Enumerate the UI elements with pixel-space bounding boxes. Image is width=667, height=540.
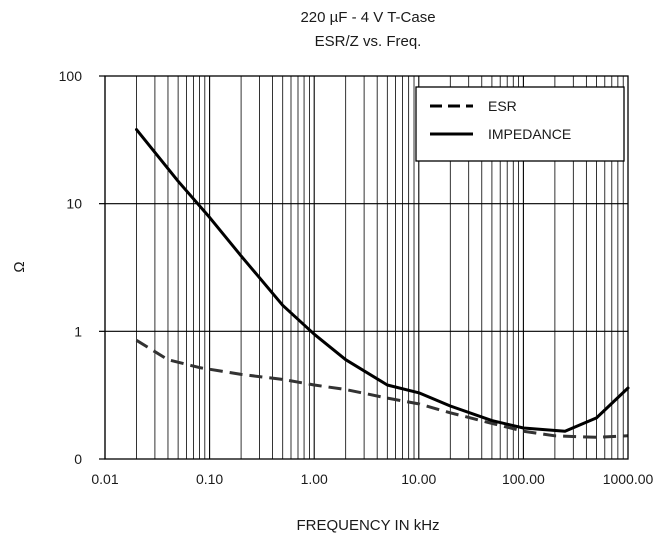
y-tick-label: 100 xyxy=(59,68,83,84)
legend-box xyxy=(415,86,625,162)
legend: ESR IMPEDANCE xyxy=(415,86,625,162)
x-tick-label: 1.00 xyxy=(301,471,328,487)
grid-lines xyxy=(104,76,628,459)
x-tick-label: 100.00 xyxy=(502,471,545,487)
y-tick-label: 1 xyxy=(74,323,82,339)
legend-label-esr: ESR xyxy=(488,98,517,114)
tick-labels: 0.01 0.10 1.00 10.00 100.00 1000.00 0 1 10 100 xyxy=(59,68,654,487)
x-tick-label: 10.00 xyxy=(401,471,436,487)
x-tick-label: 1000.00 xyxy=(603,471,654,487)
y-tick-label: 10 xyxy=(66,196,82,212)
x-tick-label: 0.01 xyxy=(91,471,118,487)
legend-label-impedance: IMPEDANCE xyxy=(488,126,571,142)
y-tick-label: 0 xyxy=(74,451,82,467)
series-line-esr xyxy=(135,339,629,439)
y-axis-label: Ω xyxy=(11,261,28,272)
chart-subtitle: ESR/Z vs. Freq. xyxy=(315,33,422,50)
series-line-impedance xyxy=(135,128,630,433)
series-layer xyxy=(135,128,630,439)
x-axis-label: FREQUENCY IN kHz xyxy=(296,517,439,534)
plot-frame xyxy=(104,75,629,460)
chart-title: 220 µF - 4 V T-Case xyxy=(300,9,435,26)
x-tick-label: 0.10 xyxy=(196,471,223,487)
